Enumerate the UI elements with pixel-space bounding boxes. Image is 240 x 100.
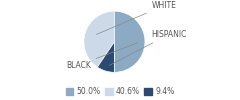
Text: HISPANIC: HISPANIC <box>109 30 187 65</box>
Legend: 50.0%, 40.6%, 9.4%: 50.0%, 40.6%, 9.4% <box>66 87 174 96</box>
Wedge shape <box>84 11 114 67</box>
Text: BLACK: BLACK <box>66 43 138 70</box>
Wedge shape <box>114 11 145 72</box>
Text: WHITE: WHITE <box>96 1 177 34</box>
Wedge shape <box>97 42 114 72</box>
